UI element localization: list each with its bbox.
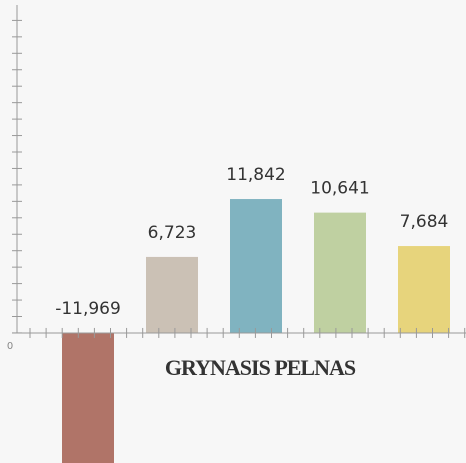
bar	[62, 332, 114, 463]
bar	[398, 246, 450, 333]
data-label: 11,842	[226, 165, 285, 185]
bar	[230, 199, 282, 333]
chart-title: GRYNASIS PELNAS	[165, 355, 356, 380]
data-label: 7,684	[400, 212, 449, 232]
bar	[314, 212, 366, 333]
data-label: -11,969	[55, 299, 121, 319]
data-label: 6,723	[148, 223, 197, 243]
data-label: 10,641	[310, 179, 369, 199]
bar	[146, 256, 198, 333]
y-tick-label: 0	[7, 341, 13, 352]
